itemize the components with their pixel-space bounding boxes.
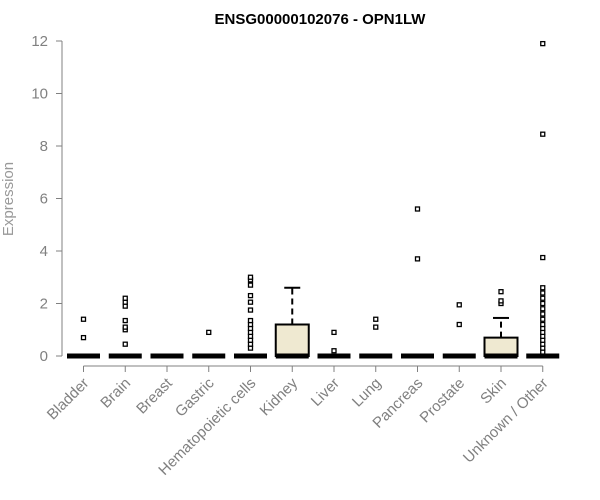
y-tick-label-5: 10 — [31, 86, 48, 103]
y-tick-label-2: 4 — [40, 243, 48, 260]
y-tick-label-4: 8 — [40, 138, 48, 155]
outlier-9-0 — [456, 321, 462, 328]
outlier-11-9 — [540, 311, 546, 317]
box-body-10 — [483, 336, 519, 357]
box-10 — [483, 289, 519, 359]
outlier-11-16 — [540, 131, 546, 137]
box-7 — [359, 316, 393, 359]
outlier-0-1 — [80, 316, 87, 322]
box-0 — [67, 316, 100, 359]
outlier-1-2 — [122, 324, 128, 330]
box-4 — [234, 274, 267, 359]
chart-title: ENSG00000102076 - OPN1LW — [215, 11, 427, 28]
outlier-11-7 — [540, 321, 546, 328]
y-tick-label-1: 2 — [40, 296, 48, 313]
box-1 — [108, 295, 142, 359]
box-8 — [401, 206, 434, 359]
outlier-4-10 — [247, 292, 254, 299]
x-tick-label-0: Bladder — [44, 375, 93, 424]
outlier-11-12 — [540, 295, 546, 301]
box-11 — [526, 40, 560, 359]
y-tick-label-6: 12 — [31, 33, 48, 50]
x-tick-label-2: Breast — [133, 374, 176, 417]
outlier-10-1 — [498, 298, 504, 304]
outlier-4-7 — [247, 317, 254, 324]
outlier-11-14 — [540, 285, 546, 291]
box-5 — [274, 286, 310, 359]
outlier-8-1 — [414, 206, 421, 212]
y-tick-label-3: 6 — [40, 191, 48, 208]
y-axis-label: Expression — [0, 162, 17, 236]
x-tick-label-10: Skin — [477, 375, 510, 408]
x-tick-label-1: Brain — [97, 375, 134, 412]
outlier-1-6 — [122, 295, 128, 301]
outlier-1-0 — [122, 341, 128, 347]
y-tick-label-0: 0 — [40, 348, 48, 365]
outlier-1-3 — [122, 317, 128, 324]
outlier-11-11 — [540, 300, 546, 307]
outlier-10-2 — [498, 289, 504, 295]
x-tick-label-6: Liver — [308, 375, 343, 410]
outlier-4-8 — [247, 307, 254, 313]
outlier-4-13 — [247, 274, 254, 280]
x-tick-label-5: Kidney — [257, 374, 302, 419]
outlier-11-17 — [540, 40, 546, 47]
outlier-9-1 — [456, 302, 462, 308]
outlier-6-1 — [331, 329, 337, 336]
box-body-5 — [274, 323, 310, 357]
outlier-11-10 — [540, 306, 546, 312]
outlier-0-0 — [80, 334, 87, 341]
outlier-3-0 — [206, 329, 212, 336]
outlier-6-0 — [331, 348, 337, 354]
outlier-11-8 — [540, 316, 546, 322]
x-tick-label-7: Lung — [349, 375, 385, 411]
outlier-11-15 — [540, 254, 546, 261]
outlier-11-13 — [540, 290, 546, 296]
outlier-4-11 — [247, 282, 254, 288]
x-tick-label-9: Prostate — [417, 375, 469, 427]
outlier-7-1 — [373, 316, 379, 322]
box-3 — [192, 329, 226, 359]
boxes-layer — [67, 40, 560, 359]
outlier-7-0 — [373, 324, 379, 330]
outlier-8-0 — [414, 256, 421, 262]
box-6 — [317, 329, 351, 359]
box-9 — [442, 302, 476, 359]
y-axis: 0 2 4 6 8 10 12 — [31, 33, 63, 365]
outlier-4-9 — [247, 299, 254, 305]
